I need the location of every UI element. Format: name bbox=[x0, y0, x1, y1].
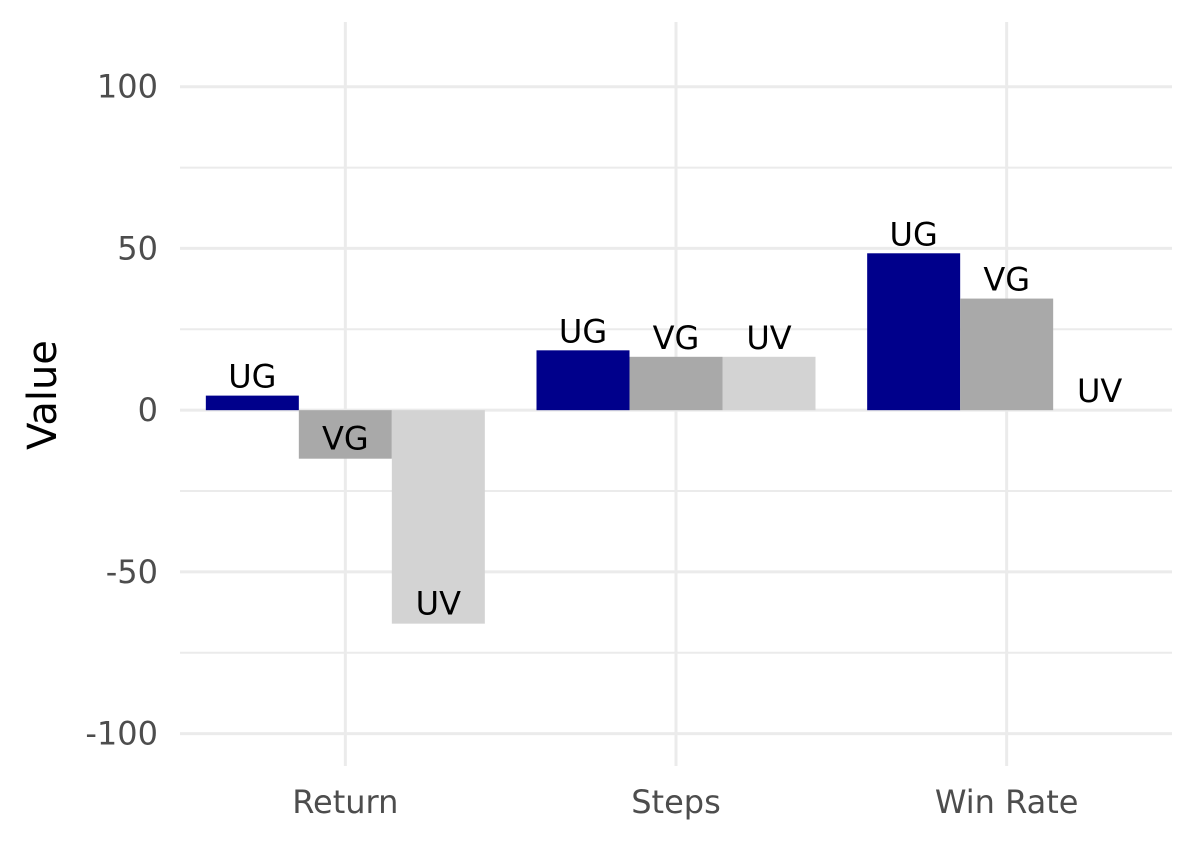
bar-label: UG bbox=[228, 358, 276, 396]
bar-label: UV bbox=[416, 585, 461, 623]
y-tick-label: 100 bbox=[97, 68, 158, 106]
bar-label: VG bbox=[653, 319, 700, 357]
bar-label: VG bbox=[983, 261, 1030, 299]
y-tick-label: 50 bbox=[117, 229, 158, 267]
y-axis-ticks: -100 -50 0 50 100 bbox=[85, 68, 158, 753]
bar-label: UG bbox=[559, 312, 607, 350]
bars bbox=[205, 253, 1054, 624]
x-tick-label: Return bbox=[292, 783, 398, 821]
bar bbox=[629, 356, 723, 411]
bar bbox=[391, 410, 485, 624]
x-axis-ticks: Return Steps Win Rate bbox=[292, 783, 1078, 821]
y-tick-label: 0 bbox=[138, 391, 158, 429]
y-tick-label: -100 bbox=[85, 715, 158, 753]
bar bbox=[298, 410, 392, 459]
bar bbox=[867, 253, 961, 411]
bar-label: UV bbox=[746, 319, 791, 357]
x-tick-label: Win Rate bbox=[935, 783, 1079, 821]
x-tick-label: Steps bbox=[631, 783, 721, 821]
bar-label: VG bbox=[322, 420, 369, 458]
bar-label: UV bbox=[1077, 372, 1122, 410]
y-tick-label: -50 bbox=[106, 553, 158, 591]
bar bbox=[722, 356, 816, 411]
bar bbox=[536, 350, 630, 411]
bar-labels: UG VG UV UG VG UV UG VG UV bbox=[228, 215, 1122, 622]
y-axis-title: Value bbox=[20, 340, 66, 450]
bar bbox=[960, 298, 1054, 411]
bar bbox=[205, 395, 299, 411]
bar-label: UG bbox=[890, 215, 938, 253]
